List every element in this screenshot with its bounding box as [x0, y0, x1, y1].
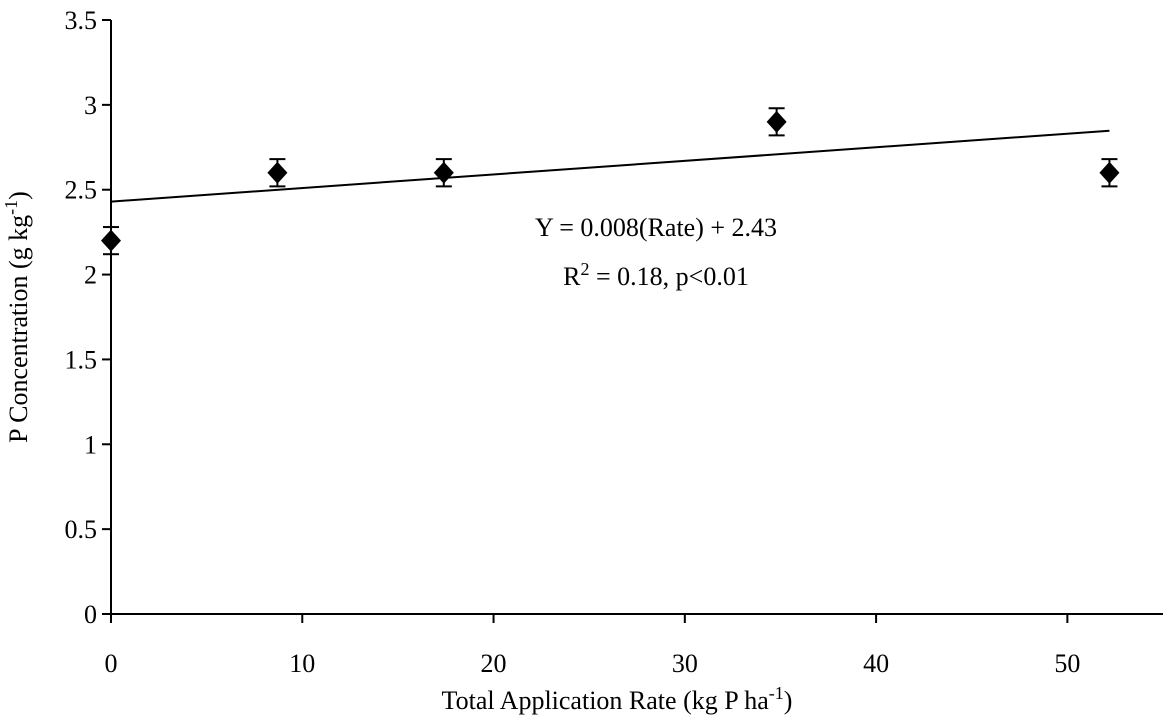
x-axis-title: Total Application Rate (kg P ha-1) — [442, 683, 793, 715]
y-tick-label: 2 — [84, 261, 97, 290]
axes — [110, 20, 1163, 615]
x-tick-label: 10 — [289, 649, 315, 678]
data-point-diamond — [766, 110, 787, 133]
r-squared-sup: 2 — [581, 259, 590, 279]
x-axis-title-tail: ) — [784, 686, 793, 715]
data-point-diamond — [101, 229, 121, 252]
y-tick-label: 3 — [84, 91, 97, 120]
regression-stats: R2 = 0.18, p<0.01 — [563, 259, 749, 291]
trendline — [110, 129, 1110, 203]
y-tick-label: 1 — [84, 430, 97, 459]
trendline-group — [110, 129, 1110, 203]
y-tick-label: 1.5 — [65, 345, 98, 374]
x-axis-title-sup: -1 — [769, 683, 784, 703]
x-tick-label: 50 — [1054, 649, 1080, 678]
data-points — [101, 110, 1120, 252]
x-ticks: 0 10 20 30 40 50 — [105, 614, 1080, 678]
y-tick-label: 0 — [84, 600, 97, 629]
y-axis-title-tail: ) — [4, 191, 33, 200]
y-tick-label: 0.5 — [65, 515, 98, 544]
x-axis-title-main: Total Application Rate (kg P ha — [442, 686, 770, 715]
data-point-diamond — [433, 161, 454, 184]
r-label: R — [563, 262, 581, 291]
y-axis-title-sup: -1 — [1, 200, 21, 215]
x-tick-label: 40 — [863, 649, 889, 678]
y-tick-label: 3.5 — [65, 6, 98, 35]
data-point-diamond — [1099, 161, 1120, 184]
x-tick-label: 20 — [481, 649, 507, 678]
y-axis-title-main: P Concentration (g kg — [4, 215, 33, 443]
y-tick-label: 2.5 — [65, 176, 98, 205]
y-ticks: 0 0.5 1 1.5 2 2.5 3 3.5 — [65, 6, 111, 629]
y-axis-title: P Concentration (g kg-1) — [1, 191, 33, 443]
r-squared-value: = 0.18, p<0.01 — [590, 262, 749, 291]
x-tick-label: 0 — [105, 649, 118, 678]
regression-equation: Y = 0.008(Rate) + 2.43 — [535, 213, 777, 242]
x-tick-label: 30 — [672, 649, 698, 678]
data-point-diamond — [267, 161, 288, 184]
